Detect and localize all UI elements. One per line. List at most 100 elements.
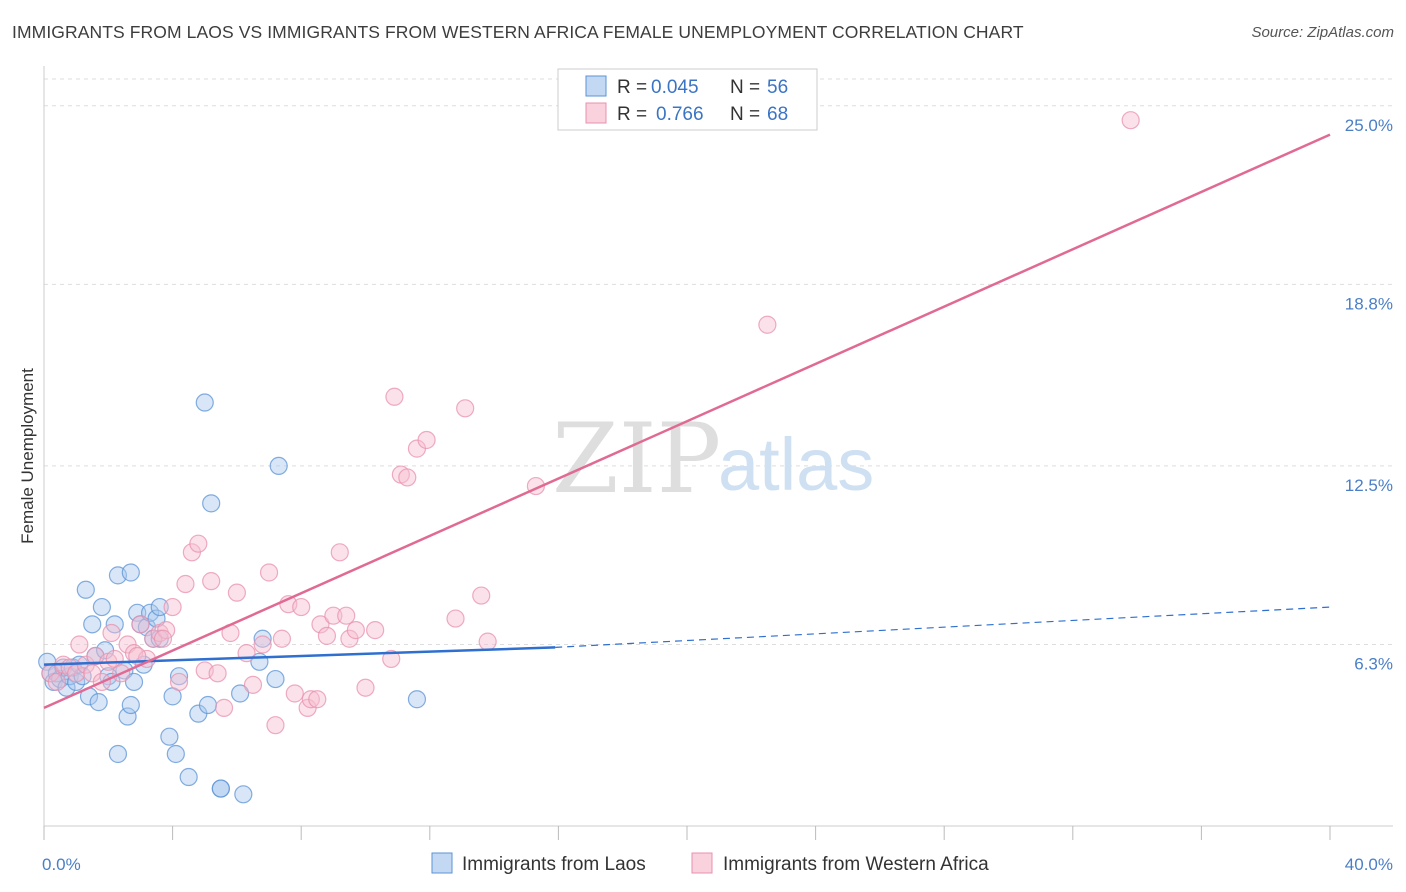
point-laos — [121, 695, 140, 715]
point-western-africa — [398, 468, 417, 487]
bottom-legend-label-western-africa: Immigrants from Western Africa — [723, 854, 989, 875]
point-western-africa — [266, 716, 285, 735]
point-western-africa — [337, 606, 356, 625]
series-western-africa-points — [41, 111, 1140, 735]
point-laos — [92, 597, 111, 617]
point-laos — [57, 678, 76, 697]
legend-r-value-western-africa: 0.766 — [656, 104, 704, 125]
point-western-africa — [417, 430, 436, 450]
point-western-africa — [308, 690, 327, 709]
bottom-legend-label-laos: Immigrants from Laos — [462, 854, 646, 875]
point-laos — [76, 580, 95, 599]
point-western-africa — [259, 563, 279, 582]
legend-n-value-western-africa: 68 — [767, 104, 788, 125]
point-western-africa — [163, 597, 182, 617]
point-western-africa — [446, 609, 465, 628]
point-western-africa — [131, 615, 150, 634]
watermark-zip: ZIP — [552, 403, 721, 515]
point-laos — [124, 672, 144, 692]
point-western-africa — [153, 629, 173, 648]
point-western-africa — [317, 626, 337, 645]
watermark: ZIP atlas — [552, 403, 874, 515]
bottom-legend: Immigrants from Laos Immigrants from Wes… — [431, 852, 989, 875]
x-tick-label: 0.0% — [42, 855, 81, 874]
y-tick-label: 12.5% — [1345, 476, 1393, 495]
point-western-africa — [758, 315, 777, 334]
legend-n-label-western-africa: N = — [730, 104, 760, 125]
point-western-africa — [202, 572, 221, 591]
bottom-legend-swatch-western-africa — [691, 852, 713, 874]
point-western-africa — [169, 672, 189, 692]
point-laos — [89, 693, 108, 712]
point-western-africa — [208, 664, 227, 683]
point-western-africa — [456, 399, 475, 418]
point-western-africa — [385, 387, 404, 406]
point-western-africa — [366, 621, 385, 640]
point-laos — [166, 744, 185, 764]
point-laos — [266, 669, 285, 689]
watermark-atlas: atlas — [718, 423, 874, 506]
point-western-africa — [1121, 111, 1140, 130]
point-western-africa — [272, 629, 292, 648]
grid-layer — [44, 78, 1393, 646]
axis-layer: 6.3% 12.5% 18.8% 25.0% 0.0% 40.0% — [42, 66, 1393, 874]
legend-n-label-laos: N = — [730, 77, 760, 98]
point-western-africa — [102, 623, 121, 643]
chart-title: IMMIGRANTS FROM LAOS VS IMMIGRANTS FROM … — [12, 22, 1024, 42]
legend-n-value-laos: 56 — [767, 77, 788, 98]
point-western-africa — [176, 574, 195, 594]
point-laos — [269, 456, 288, 476]
point-western-africa — [253, 635, 272, 654]
point-western-africa — [227, 583, 246, 602]
point-laos — [407, 690, 427, 709]
point-western-africa — [330, 543, 349, 562]
x-tick-label: 40.0% — [1345, 855, 1393, 874]
point-western-africa — [189, 534, 208, 553]
point-laos — [169, 667, 189, 686]
point-western-africa — [285, 684, 304, 703]
point-western-africa — [311, 615, 330, 634]
point-laos — [160, 727, 179, 746]
y-tick-label: 25.0% — [1345, 116, 1393, 135]
point-western-africa — [214, 698, 234, 717]
y-axis-label-group: Female Unemployment — [18, 368, 37, 544]
point-western-africa — [243, 675, 263, 694]
bottom-legend-swatch-laos — [431, 852, 453, 874]
point-laos — [253, 629, 272, 648]
legend-swatch-laos — [585, 75, 607, 97]
trendline-laos-extension — [555, 606, 1331, 648]
trendline-laos — [43, 646, 556, 666]
point-laos — [195, 393, 214, 412]
point-laos — [150, 597, 169, 617]
legend-swatch-western-africa — [585, 102, 607, 124]
point-western-africa — [356, 678, 375, 697]
y-axis-label: Female Unemployment — [18, 368, 37, 544]
point-laos — [202, 494, 221, 513]
point-laos — [121, 563, 140, 582]
point-laos — [211, 779, 230, 798]
point-western-africa — [324, 606, 343, 625]
point-western-africa — [47, 672, 66, 692]
point-laos — [108, 744, 128, 764]
legend-r-label-western-africa: R = — [617, 104, 647, 125]
point-western-africa — [70, 635, 89, 654]
top-legend: R = 0.045 N = 56 R = 0.766 N = 68 — [557, 68, 818, 131]
y-tick-label: 6.3% — [1354, 655, 1393, 674]
point-laos — [198, 695, 218, 715]
point-western-africa — [472, 586, 491, 605]
point-western-africa — [382, 649, 401, 669]
legend-r-label-laos: R = — [617, 77, 647, 98]
legend-r-value-laos: 0.045 — [651, 77, 699, 98]
point-western-africa — [346, 621, 365, 640]
point-laos — [231, 684, 250, 703]
point-laos — [83, 615, 102, 634]
point-western-africa — [292, 597, 311, 617]
trendline-western-africa — [43, 133, 1331, 710]
point-western-africa — [478, 632, 497, 651]
y-tick-label: 18.8% — [1345, 294, 1393, 313]
source-label: Source: ZipAtlas.com — [1251, 24, 1394, 41]
point-laos — [179, 767, 198, 787]
point-laos — [128, 603, 147, 622]
point-laos — [118, 707, 137, 726]
